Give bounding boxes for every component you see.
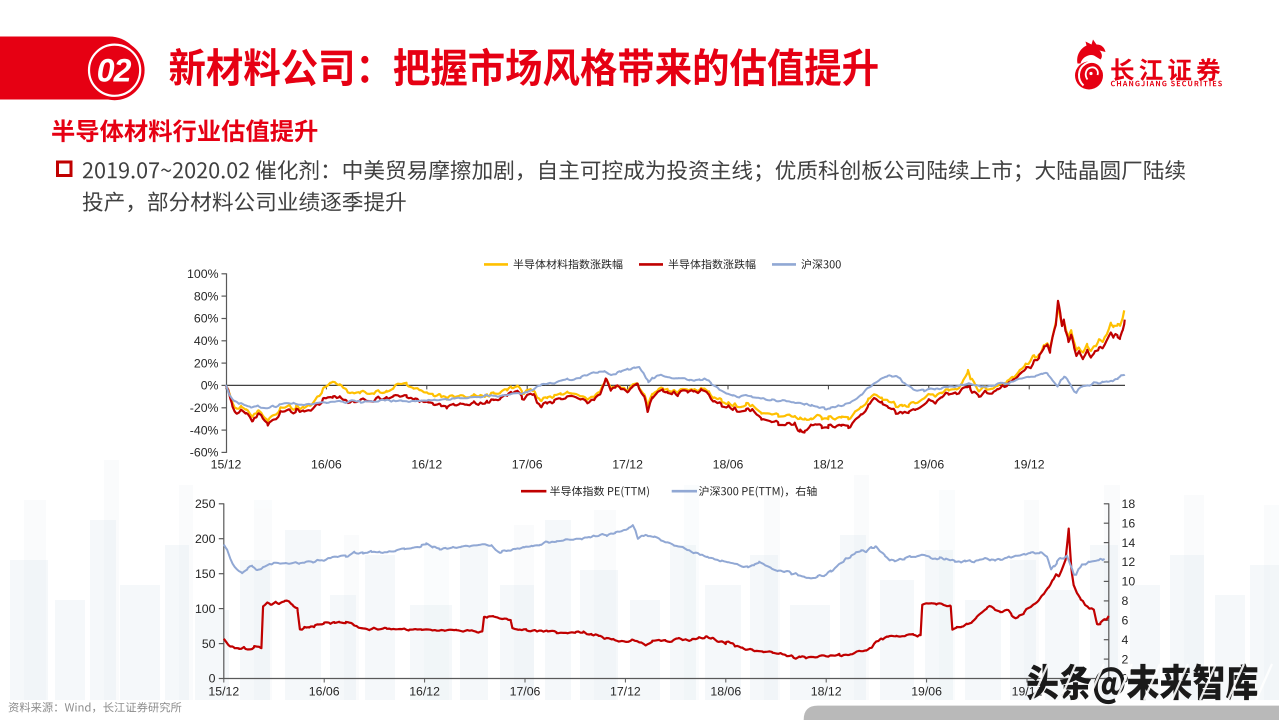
svg-text:200: 200	[195, 532, 216, 546]
svg-text:19/06: 19/06	[911, 684, 942, 698]
svg-text:2: 2	[1122, 652, 1129, 666]
svg-text:16/12: 16/12	[411, 457, 442, 471]
svg-text:10: 10	[1122, 575, 1136, 589]
svg-text:80%: 80%	[194, 289, 219, 303]
svg-text:19/06: 19/06	[913, 457, 944, 471]
svg-text:8: 8	[1122, 594, 1129, 608]
svg-text:12: 12	[1122, 555, 1136, 569]
svg-text:6: 6	[1122, 614, 1129, 628]
svg-text:0: 0	[209, 672, 216, 686]
svg-text:0%: 0%	[201, 379, 219, 393]
svg-text:100%: 100%	[187, 267, 219, 281]
svg-text:4: 4	[1122, 633, 1129, 647]
svg-text:02: 02	[97, 53, 132, 89]
svg-text:16/06: 16/06	[309, 684, 340, 698]
svg-text:18/06: 18/06	[713, 457, 744, 471]
svg-text:150: 150	[195, 567, 216, 581]
svg-text:20%: 20%	[194, 356, 219, 370]
svg-text:-40%: -40%	[190, 423, 219, 437]
svg-text:19/12: 19/12	[1014, 457, 1045, 471]
svg-text:50: 50	[202, 637, 216, 651]
svg-text:17/06: 17/06	[510, 684, 541, 698]
svg-text:18/12: 18/12	[813, 457, 844, 471]
svg-text:100: 100	[195, 602, 216, 616]
svg-text:16/06: 16/06	[311, 457, 342, 471]
svg-text:18/12: 18/12	[811, 684, 842, 698]
svg-text:15/12: 15/12	[211, 457, 242, 471]
svg-text:40%: 40%	[194, 334, 219, 348]
svg-text:14: 14	[1122, 536, 1136, 550]
svg-text:250: 250	[195, 497, 216, 511]
svg-text:-60%: -60%	[190, 446, 219, 460]
svg-text:16: 16	[1122, 516, 1136, 530]
svg-text:16/12: 16/12	[409, 684, 440, 698]
svg-text:18/06: 18/06	[710, 684, 741, 698]
svg-text:17/12: 17/12	[610, 684, 641, 698]
svg-text:60%: 60%	[194, 312, 219, 326]
svg-text:17/06: 17/06	[512, 457, 543, 471]
svg-text:-20%: -20%	[190, 401, 219, 415]
svg-text:18: 18	[1122, 497, 1136, 511]
svg-text:17/12: 17/12	[612, 457, 643, 471]
svg-text:15/12: 15/12	[208, 684, 239, 698]
